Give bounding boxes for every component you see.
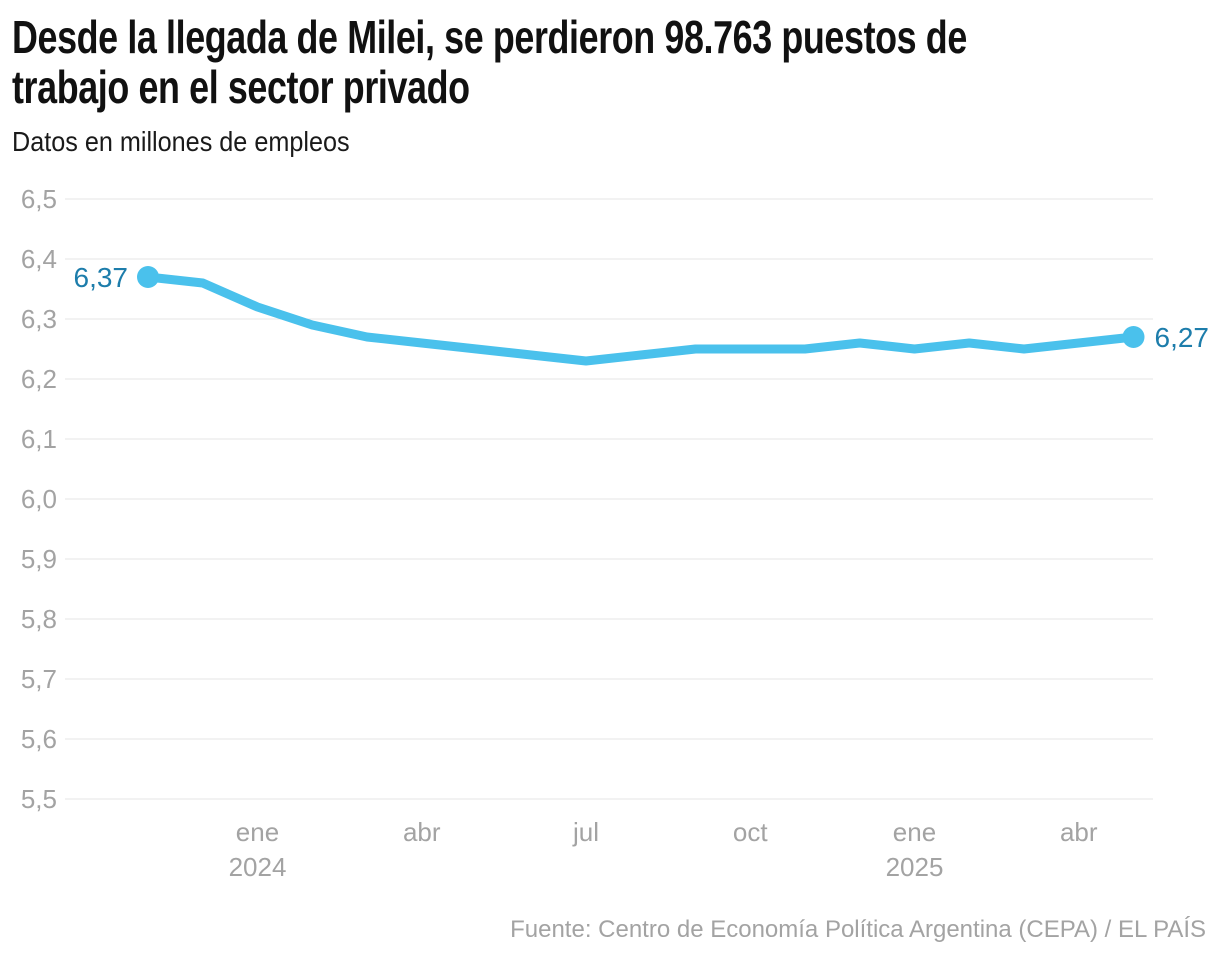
data-point-label: 6,27 (1155, 322, 1210, 353)
x-tick-label: abr (403, 817, 441, 847)
y-tick-label: 6,5 (21, 184, 57, 214)
data-point-marker (1122, 326, 1145, 348)
y-tick-label: 5,6 (21, 724, 57, 754)
chart-title-line-1: Desde la llegada de Milei, se perdieron … (12, 11, 967, 63)
y-tick-label: 6,3 (21, 304, 57, 334)
chart-title: Desde la llegada de Milei, se perdieron … (12, 11, 967, 113)
x-tick-label: abr (1060, 817, 1098, 847)
y-tick-label: 6,0 (21, 484, 57, 514)
chart-header: Desde la llegada de Milei, se perdieron … (12, 12, 1220, 112)
y-tick-label: 6,4 (21, 244, 57, 274)
y-tick-label: 6,2 (21, 364, 57, 394)
x-tick-label: jul (572, 817, 599, 847)
y-tick-label: 5,5 (21, 784, 57, 814)
x-year-label: 2024 (229, 852, 287, 882)
data-point-marker (137, 266, 159, 288)
employment-line (143, 272, 1138, 366)
y-tick-label: 6,1 (21, 424, 57, 454)
chart-subtitle: Datos en millones de empleos (12, 126, 350, 157)
data-point-label: 6,37 (74, 262, 129, 293)
x-tick-label: oct (733, 817, 768, 847)
x-year-label: 2025 (886, 852, 944, 882)
y-tick-label: 5,7 (21, 664, 57, 694)
x-tick-label: ene (893, 817, 936, 847)
y-tick-label: 5,8 (21, 604, 57, 634)
y-tick-label: 5,9 (21, 544, 57, 574)
source-credit: Fuente: Centro de Economía Política Arge… (510, 916, 1206, 943)
x-tick-label: ene (236, 817, 279, 847)
chart-title-line-2: trabajo en el sector privado (12, 61, 470, 113)
